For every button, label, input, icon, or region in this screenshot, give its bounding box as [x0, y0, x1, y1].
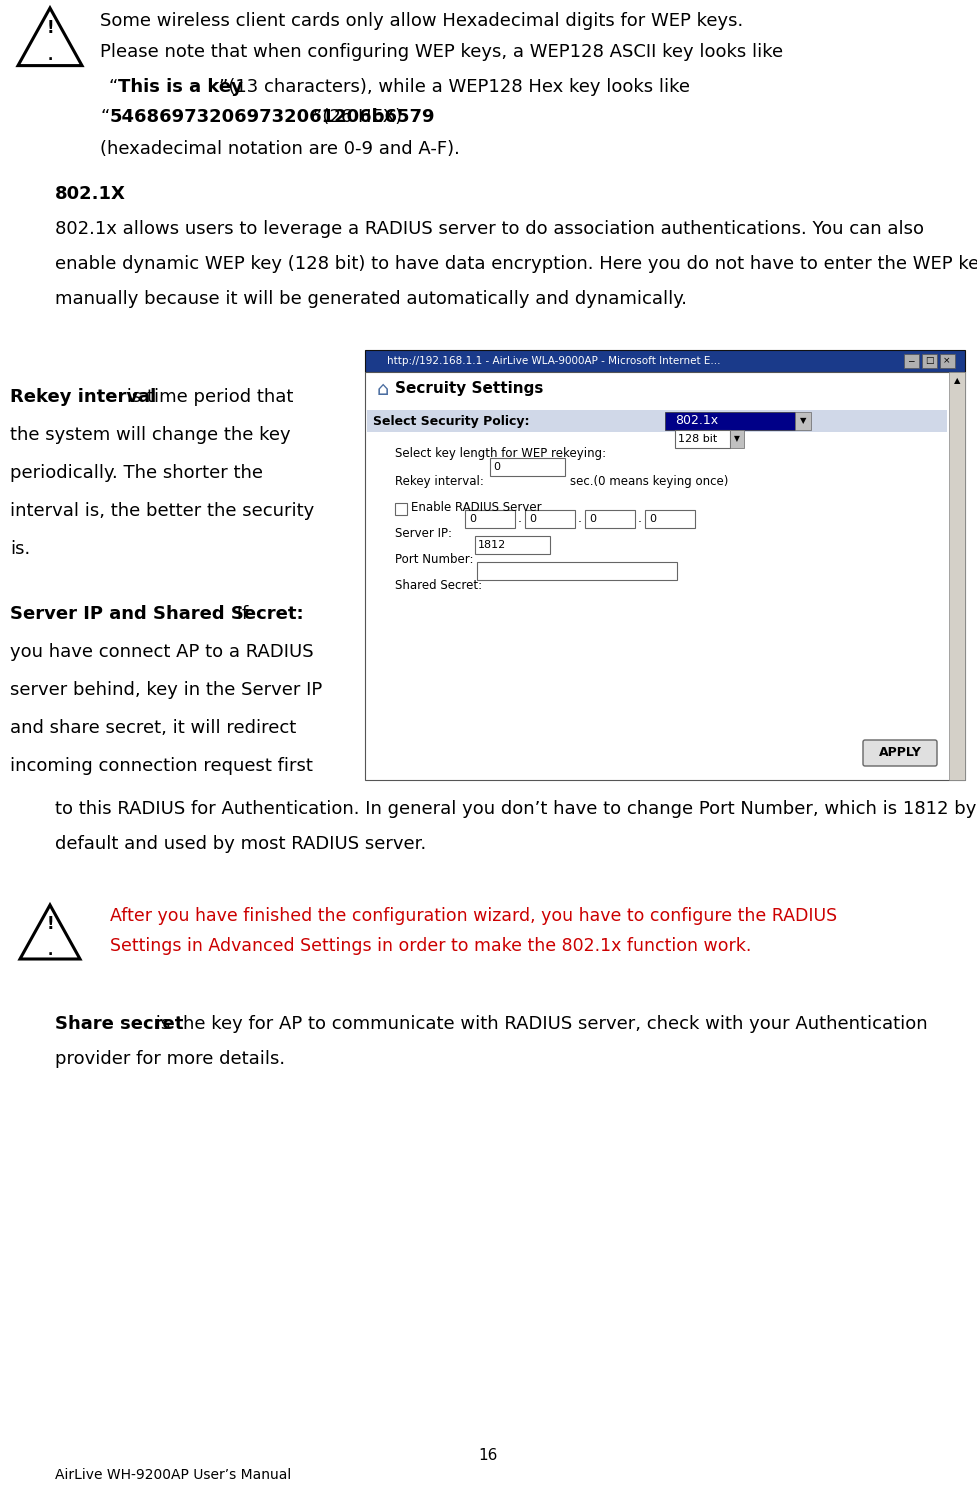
Text: This is a key: This is a key	[118, 79, 243, 97]
Text: http://192.168.1.1 - AirLive WLA-9000AP - Microsoft Internet E...: http://192.168.1.1 - AirLive WLA-9000AP …	[387, 356, 720, 365]
Text: Share secret: Share secret	[55, 1016, 184, 1034]
Text: Please note that when configuring WEP keys, a WEP128 ASCII key looks like: Please note that when configuring WEP ke…	[100, 43, 784, 61]
Text: 128 bit: 128 bit	[678, 434, 717, 444]
Text: provider for more details.: provider for more details.	[55, 1050, 285, 1068]
Text: .: .	[47, 49, 53, 64]
FancyBboxPatch shape	[365, 373, 965, 780]
Text: Rekey interval:: Rekey interval:	[395, 475, 484, 489]
Text: “: “	[100, 108, 109, 126]
Text: ▼: ▼	[800, 416, 806, 426]
FancyBboxPatch shape	[904, 353, 919, 368]
Text: 0: 0	[649, 514, 656, 524]
Text: .: .	[518, 512, 522, 526]
FancyBboxPatch shape	[863, 740, 937, 766]
Text: After you have finished the configuration wizard, you have to configure the RADI: After you have finished the configuratio…	[110, 907, 837, 925]
FancyBboxPatch shape	[795, 411, 811, 431]
FancyBboxPatch shape	[395, 503, 407, 515]
Text: !: !	[46, 915, 54, 933]
Text: you have connect AP to a RADIUS: you have connect AP to a RADIUS	[10, 643, 314, 661]
Text: ×: ×	[943, 356, 951, 365]
FancyBboxPatch shape	[949, 373, 965, 780]
Text: Select key length for WEP rekeying:: Select key length for WEP rekeying:	[395, 447, 606, 460]
Text: incoming connection request first: incoming connection request first	[10, 757, 313, 775]
Text: Server IP and Shared Secret:: Server IP and Shared Secret:	[10, 604, 304, 624]
FancyBboxPatch shape	[465, 509, 515, 529]
FancyBboxPatch shape	[367, 410, 947, 432]
FancyBboxPatch shape	[490, 457, 565, 477]
FancyBboxPatch shape	[730, 431, 744, 448]
Text: “: “	[108, 79, 117, 97]
Text: Some wireless client cards only allow Hexadecimal digits for WEP keys.: Some wireless client cards only allow He…	[100, 12, 743, 30]
Text: is the key for AP to communicate with RADIUS server, check with your Authenticat: is the key for AP to communicate with RA…	[149, 1016, 927, 1034]
Text: is time period that: is time period that	[120, 388, 293, 405]
Text: 802.1X: 802.1X	[55, 186, 126, 203]
Text: server behind, key in the Server IP: server behind, key in the Server IP	[10, 682, 322, 699]
Text: ”(13 characters), while a WEP128 Hex key looks like: ”(13 characters), while a WEP128 Hex key…	[220, 79, 691, 97]
Text: enable dynamic WEP key (128 bit) to have data encryption. Here you do not have t: enable dynamic WEP key (128 bit) to have…	[55, 255, 977, 273]
Text: default and used by most RADIUS server.: default and used by most RADIUS server.	[55, 835, 426, 852]
Text: −: −	[908, 356, 914, 365]
Text: .: .	[47, 944, 53, 958]
Text: ⌂: ⌂	[377, 380, 390, 399]
Text: APPLY: APPLY	[878, 747, 921, 759]
Text: 0: 0	[469, 514, 476, 524]
FancyBboxPatch shape	[525, 509, 575, 529]
Text: Settings in Advanced Settings in order to make the 802.1x function work.: Settings in Advanced Settings in order t…	[110, 937, 751, 955]
FancyBboxPatch shape	[922, 353, 937, 368]
Text: Select Security Policy:: Select Security Policy:	[373, 414, 530, 428]
Text: 0: 0	[589, 514, 596, 524]
FancyBboxPatch shape	[365, 350, 965, 373]
Text: sec.(0 means keying once): sec.(0 means keying once)	[570, 475, 729, 489]
Text: 546869732069732061206b6579: 546869732069732061206b6579	[110, 108, 436, 126]
Text: interval is, the better the security: interval is, the better the security	[10, 502, 315, 520]
Text: (hexadecimal notation are 0-9 and A-F).: (hexadecimal notation are 0-9 and A-F).	[100, 140, 460, 157]
Text: ▼: ▼	[734, 435, 740, 444]
Text: and share secret, it will redirect: and share secret, it will redirect	[10, 719, 296, 737]
FancyBboxPatch shape	[675, 431, 730, 448]
Text: !: !	[46, 19, 54, 37]
Text: AirLive WH-9200AP User’s Manual: AirLive WH-9200AP User’s Manual	[55, 1469, 291, 1482]
Text: Server IP:: Server IP:	[395, 527, 452, 541]
Text: .: .	[578, 512, 582, 526]
FancyBboxPatch shape	[665, 411, 795, 431]
Text: 1812: 1812	[478, 541, 506, 549]
Text: □: □	[925, 356, 933, 365]
FancyBboxPatch shape	[585, 509, 635, 529]
Text: 802.1x allows users to leverage a RADIUS server to do association authentication: 802.1x allows users to leverage a RADIUS…	[55, 220, 924, 238]
Text: If: If	[232, 604, 248, 624]
Text: is.: is.	[10, 541, 30, 558]
Text: periodically. The shorter the: periodically. The shorter the	[10, 463, 263, 483]
Text: Enable RADIUS Server: Enable RADIUS Server	[411, 500, 541, 514]
Text: ”(26 HEX): ”(26 HEX)	[313, 108, 402, 126]
Text: manually because it will be generated automatically and dynamically.: manually because it will be generated au…	[55, 290, 687, 307]
Text: 0: 0	[529, 514, 536, 524]
Text: Shared Secret:: Shared Secret:	[395, 579, 482, 593]
Text: 802.1x: 802.1x	[675, 414, 718, 428]
Text: Secruity Settings: Secruity Settings	[395, 382, 543, 396]
Text: to this RADIUS for Authentication. In general you don’t have to change Port Numb: to this RADIUS for Authentication. In ge…	[55, 800, 976, 818]
Text: ▲: ▲	[954, 376, 960, 385]
FancyBboxPatch shape	[645, 509, 695, 529]
FancyBboxPatch shape	[475, 536, 550, 554]
Text: 0: 0	[493, 462, 500, 472]
FancyBboxPatch shape	[477, 561, 677, 581]
FancyBboxPatch shape	[940, 353, 955, 368]
Text: Rekey interval: Rekey interval	[10, 388, 156, 405]
Text: the system will change the key: the system will change the key	[10, 426, 290, 444]
Text: Port Number:: Port Number:	[395, 552, 474, 566]
Text: 16: 16	[479, 1448, 497, 1463]
Text: .: .	[638, 512, 642, 526]
